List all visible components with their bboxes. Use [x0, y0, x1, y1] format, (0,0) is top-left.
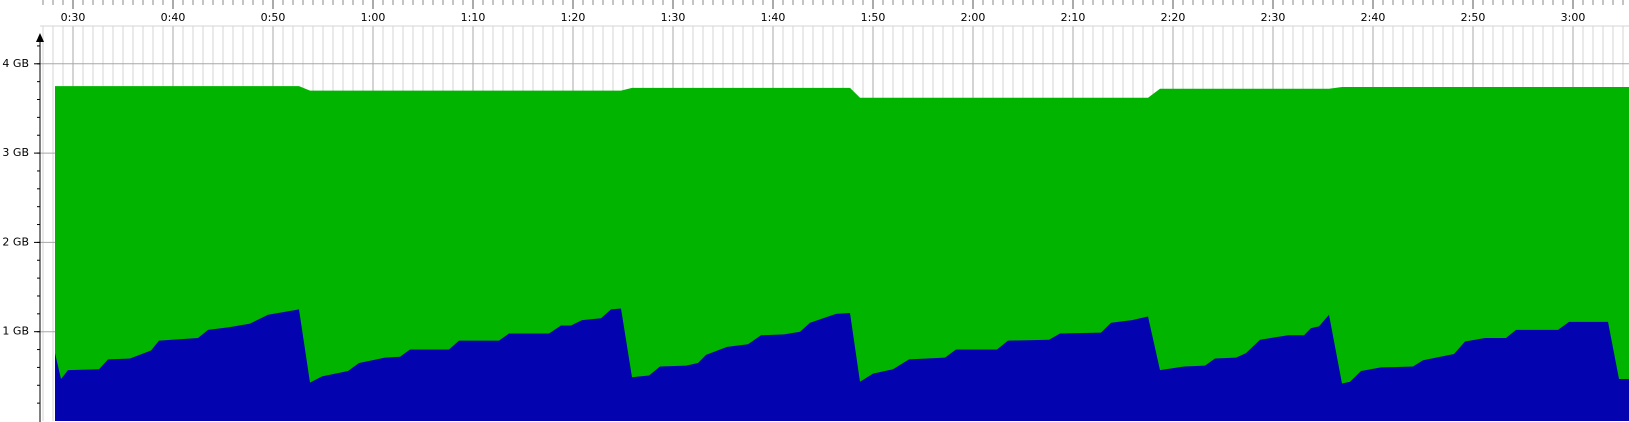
x-tick-label: 2:20 — [1161, 11, 1186, 24]
x-tick-label: 1:40 — [761, 11, 786, 24]
x-tick-label: 2:00 — [961, 11, 986, 24]
x-tick-label: 3:00 — [1561, 11, 1586, 24]
x-tick-label: 1:50 — [861, 11, 886, 24]
x-tick-label: 2:10 — [1061, 11, 1086, 24]
x-tick-label: 2:50 — [1461, 11, 1486, 24]
y-tick-label: 4 GB — [2, 57, 29, 70]
y-tick-label: 1 GB — [2, 325, 29, 338]
plot-area — [55, 86, 1629, 422]
x-tick-label: 0:30 — [61, 11, 86, 24]
x-tick-label: 0:50 — [261, 11, 286, 24]
x-tick-label: 0:40 — [161, 11, 186, 24]
area — [55, 86, 1629, 422]
x-tick-label: 1:10 — [461, 11, 486, 24]
x-tick-label: 2:30 — [1261, 11, 1286, 24]
axis-arrow — [36, 33, 44, 42]
y-tick-label: 2 GB — [2, 235, 29, 248]
x-tick-label: 1:30 — [661, 11, 686, 24]
x-tick-label: 2:40 — [1361, 11, 1386, 24]
axes: 0:30 0:40 0:50 1:00 1:10 1:20 1:30 1:40 1:50 2:00… — [2, 11, 1585, 422]
x-tick-label: 1:20 — [561, 11, 586, 24]
area — [55, 308, 1629, 421]
y-tick-label: 3 GB — [2, 146, 29, 159]
x-tick-label: 1:00 — [361, 11, 386, 24]
